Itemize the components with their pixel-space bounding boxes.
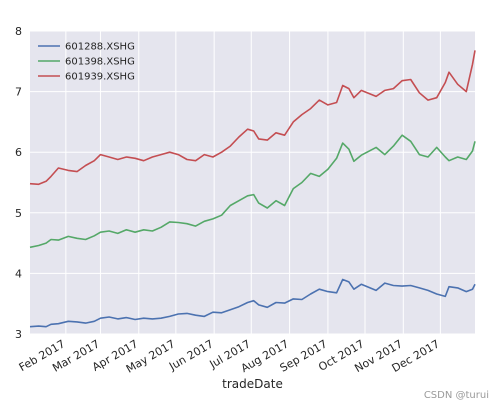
x-axis-title: tradeDate [222,377,283,391]
y-tick-label: 3 [15,328,22,341]
legend-label: 601939.XSHG [65,72,135,83]
legend-label: 601398.XSHG [65,57,135,68]
y-tick-label: 4 [15,267,22,280]
y-tick-label: 5 [15,207,22,220]
legend: 601288.XSHG 601398.XSHG 601939.XSHG [38,42,135,83]
legend-label: 601288.XSHG [65,42,135,53]
grid-lines [30,30,475,335]
series-line-601939.XSHG [29,50,476,186]
y-axis-ticks: 3 4 5 6 7 8 [15,25,22,341]
series-line-601398.XSHG [29,134,476,249]
watermark-text: CSDN @turui [423,390,489,401]
y-tick-label: 7 [15,86,22,99]
series-line-601288.XSHG [29,278,476,328]
series-lines [29,50,476,328]
y-tick-label: 6 [15,146,22,159]
y-tick-label: 8 [15,25,22,38]
